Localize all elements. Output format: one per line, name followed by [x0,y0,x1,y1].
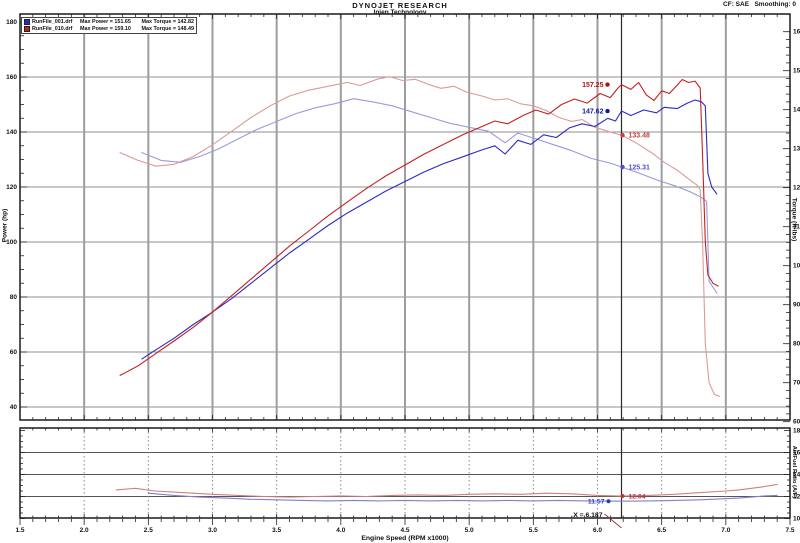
torque-tick-label: 120 [793,185,800,192]
curve-af_run2 [115,483,778,498]
page-title: DYNOJET RESEARCH [352,1,448,10]
power-tick-label: 60 [10,349,18,356]
power-tick-label: 120 [6,184,17,191]
correction-smoothing-label: CF: SAE Smoothing: 0 [723,1,796,8]
run2-color-marker [24,25,30,32]
torque-tick-label: 100 [793,263,800,270]
power-tick-label: 40 [10,404,18,411]
af-cursor-dot-11.57 [606,499,611,504]
x-tick-label: 7.5 [785,527,794,534]
af-cursor-dot-12.04 [620,494,625,499]
power-axis-title: Power (hp) [1,208,9,243]
x-tick-label: 5.5 [529,527,538,534]
run1-file-label: RunFile_001.drf [32,19,73,25]
run2-file-label: RunFile_010.drf [32,25,73,32]
torque-tick-label: 60 [793,419,800,426]
cursor-x-leader [604,513,622,529]
torque-tick-label: 110 [793,224,800,231]
legend-row-run1: RunFile_001.drf Max Power = 151.65 Max T… [24,19,194,26]
legend-box: RunFile_001.drf Max Power = 151.65 Max T… [21,17,197,34]
cursor-dot-133.48 [620,132,625,138]
cursor-value-label: 147.62 [582,109,604,116]
af-cursor-value-label: 12.04 [628,494,645,501]
run2-max-torque: Max Torque = 148.49 [141,25,194,32]
power-tick-label: 80 [10,294,18,301]
torque-tick-label: 160 [793,29,800,36]
cursor-x-label: X = 6.187 [573,512,603,519]
page-subtitle: Injen Technology [373,9,427,16]
cursor-dot-147.62 [605,108,610,114]
cursor-value-label: 125.31 [628,164,650,171]
af-tick-label: 16 [793,450,800,457]
torque-axis-title: Torque (ft-lbs) [790,197,798,242]
power-tick-label: 140 [6,129,17,136]
torque-tick-label: 70 [793,380,800,387]
x-tick-label: 2.0 [80,527,89,534]
x-tick-label: 3.5 [272,527,281,534]
x-axis-title: Engine Speed (RPM x1000) [361,535,448,542]
air-fuel-axis-title: Air/Fuel Ratio (A/F) [791,445,797,499]
curve-power_run2 [119,78,719,376]
power-tick-label: 180 [6,19,17,26]
x-tick-label: 1.5 [15,527,24,534]
x-tick-label: 3.0 [208,527,217,534]
x-tick-label: 6.0 [593,527,602,534]
run1-max-power: Max Power = 151.65 [80,19,131,25]
af-cursor-value-label: 11.57 [588,499,605,506]
x-tick-label: 5.0 [465,527,474,534]
af-tick-label: 12 [793,494,800,501]
x-tick-label: 6.5 [657,527,666,534]
cursor-value-label: 133.48 [628,133,650,140]
torque-tick-label: 130 [793,146,800,153]
power-tick-label: 160 [6,74,17,81]
cursor-dot-157.25 [605,82,610,87]
cursor-dot-125.31 [620,164,625,170]
af-tick-label: 14 [793,472,800,479]
legend-row-run2: RunFile_010.drf Max Power = 159.10 Max T… [24,26,194,33]
curve-torque_run2 [119,76,720,397]
x-tick-label: 4.0 [336,527,345,534]
run1-color-marker [24,19,30,26]
run2-max-power: Max Power = 159.10 [80,25,131,32]
torque-tick-label: 90 [793,302,800,309]
af-tick-label: 18 [793,428,800,435]
x-tick-label: 4.5 [400,527,409,534]
torque-tick-label: 80 [793,341,800,348]
curve-power_run1 [141,99,718,360]
curve-af_run1 [147,492,778,502]
x-tick-label: 2.5 [144,527,153,534]
cursor-value-label: 157.25 [582,82,604,89]
af-tick-label: 10 [793,516,800,523]
torque-tick-label: 140 [793,107,800,114]
run1-max-torque: Max Torque = 142.82 [141,19,194,25]
curve-torque_run1 [141,98,718,294]
x-tick-label: 7.0 [721,527,730,534]
torque-tick-label: 150 [793,68,800,75]
power-tick-label: 100 [6,239,17,246]
